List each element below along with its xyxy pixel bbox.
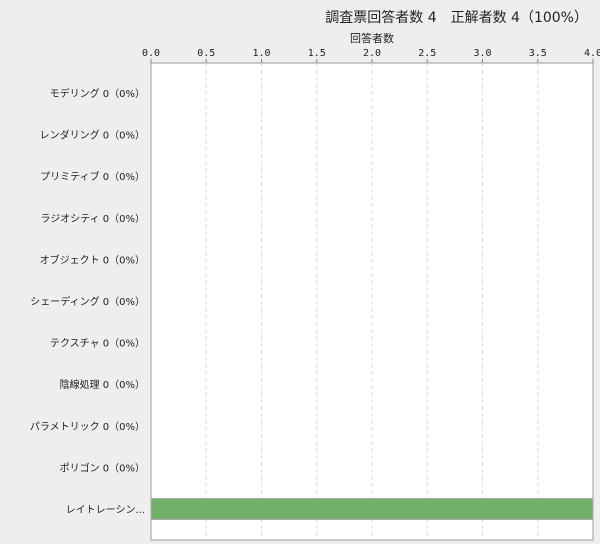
x-tick-label: 3.5 [529, 48, 547, 59]
x-tick-label: 2.5 [418, 48, 436, 59]
category-label: レンダリング 0（0%） [40, 129, 145, 142]
x-tick-label: 1.0 [252, 48, 270, 59]
category-label: レイトレーシン... [66, 505, 145, 516]
category-label: シェーディング 0（0%） [30, 295, 145, 308]
category-label: パラメトリック 0（0%） [30, 421, 145, 433]
category-label: モデリング 0（0%） [50, 87, 145, 100]
bar [150, 498, 594, 520]
x-tick-label: 3.0 [473, 48, 491, 59]
x-tick-label: 0.0 [142, 48, 160, 59]
category-label: ラジオシティ 0（0%） [40, 213, 145, 225]
category-label: オブジェクト 0（0%） [40, 253, 145, 266]
category-label: 陰線処理 0（0%） [60, 378, 145, 391]
chart-title: 調査票回答者数 4 正解者数 4（100%） [325, 10, 588, 26]
x-tick-label: 1.5 [308, 48, 326, 59]
x-tick-label: 2.0 [363, 48, 381, 59]
x-axis-label: 回答者数 [350, 31, 394, 45]
x-tick-label: 0.5 [197, 48, 215, 59]
category-label: ポリゴン 0（0%） [60, 461, 145, 474]
x-tick-label: 4.0 [584, 48, 600, 59]
category-label: テクスチャ 0（0%） [50, 338, 145, 350]
category-label: プリミティブ 0（0%） [40, 170, 145, 183]
